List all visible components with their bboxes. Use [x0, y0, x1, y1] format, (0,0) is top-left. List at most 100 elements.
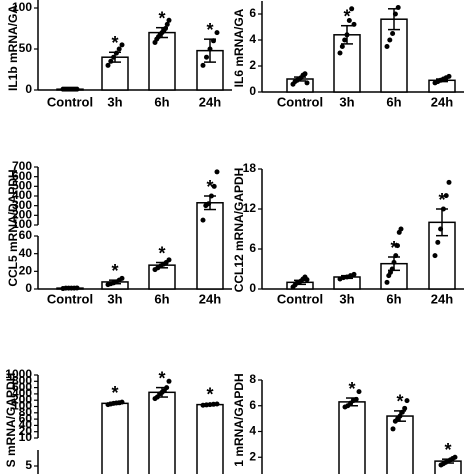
- x-tick-label: Control: [277, 291, 323, 306]
- data-point: [351, 21, 357, 27]
- y-tick-label: 100: [12, 217, 32, 231]
- significance-star: *: [206, 20, 213, 40]
- x-tick-label: 3h: [339, 291, 354, 306]
- x-tick-label: 6h: [154, 94, 169, 109]
- y-tick-label: 400: [12, 188, 32, 202]
- data-point: [214, 30, 220, 36]
- data-point: [164, 385, 170, 391]
- y-tick-label: 0: [249, 84, 256, 98]
- y-tick-label: 200: [12, 392, 32, 406]
- data-point: [74, 86, 80, 92]
- y-tick-label: 100: [12, 399, 32, 413]
- significance-star: *: [158, 368, 165, 388]
- y-tick-label: 4: [249, 32, 256, 46]
- data-point: [397, 413, 403, 419]
- y-axis-label: IL1b mRNA/GA: [6, 5, 20, 91]
- bar: [196, 403, 224, 474]
- y-tick-label: 6: [249, 6, 256, 20]
- data-point: [339, 44, 345, 49]
- x-tick-label: 3h: [107, 291, 122, 306]
- y-tick-label: 700: [12, 159, 32, 173]
- data-point: [390, 31, 396, 36]
- y-tick-label: 600: [12, 380, 32, 394]
- data-point: [166, 378, 172, 384]
- y-tick-label: 20: [19, 424, 33, 438]
- data-point: [384, 279, 390, 285]
- bar: [338, 401, 366, 474]
- data-point: [166, 17, 172, 23]
- x-tick-label: 24h: [431, 94, 453, 109]
- data-point: [344, 32, 350, 38]
- data-point: [384, 44, 390, 49]
- data-point: [211, 38, 216, 44]
- data-point: [390, 426, 396, 432]
- data-point: [206, 201, 212, 207]
- data-point: [398, 226, 404, 232]
- x-tick-label: Control: [277, 94, 323, 109]
- data-point: [393, 253, 399, 259]
- y-tick-label: 6: [249, 241, 256, 255]
- y-tick-label: 5: [25, 458, 32, 472]
- significance-star: *: [343, 6, 350, 26]
- y-tick-label: 200: [12, 208, 32, 222]
- data-point: [349, 6, 355, 12]
- y-tick-label: 400: [12, 386, 32, 400]
- y-tick-label: 40: [19, 418, 33, 432]
- data-point: [392, 11, 398, 17]
- y-tick-label: 12: [243, 201, 257, 215]
- data-point: [200, 217, 206, 223]
- bar: [101, 402, 129, 474]
- data-point: [105, 62, 111, 68]
- data-point: [395, 5, 401, 10]
- bar: [380, 18, 408, 93]
- data-point: [302, 71, 308, 77]
- data-point: [432, 253, 438, 259]
- x-tick-label: 6h: [386, 94, 401, 109]
- significance-star: *: [348, 379, 355, 399]
- data-point: [208, 193, 214, 199]
- y-tick-label: 18: [243, 161, 257, 175]
- significance-star: *: [396, 392, 403, 412]
- bar: [148, 391, 176, 474]
- y-tick-label: 0: [249, 281, 256, 295]
- significance-star: *: [111, 261, 118, 281]
- data-point: [351, 271, 357, 277]
- data-point: [356, 389, 362, 395]
- data-point: [214, 401, 220, 407]
- data-point: [440, 206, 446, 212]
- significance-star: *: [111, 33, 118, 53]
- y-axis-label: 1 mRNA/GAPDH: [232, 373, 246, 466]
- y-axis-label: CCL12 mRNA/GAPDH: [232, 168, 246, 293]
- data-point: [402, 405, 408, 411]
- data-point: [119, 399, 125, 405]
- y-tick-label: 500: [12, 179, 32, 193]
- significance-star: *: [206, 177, 213, 197]
- significance-star: *: [438, 190, 445, 210]
- data-point: [214, 169, 220, 175]
- data-point: [207, 46, 213, 52]
- data-point: [387, 37, 393, 43]
- data-point: [166, 257, 172, 263]
- data-point: [111, 54, 117, 60]
- bar: [196, 202, 224, 290]
- data-point: [435, 239, 441, 245]
- y-tick-label: 8: [249, 372, 256, 386]
- y-tick-label: 4: [249, 424, 256, 438]
- data-point: [389, 266, 395, 272]
- x-tick-label: 3h: [339, 94, 354, 109]
- data-point: [211, 183, 217, 189]
- data-point: [342, 37, 348, 43]
- data-point: [452, 454, 458, 460]
- y-tick-label: 300: [12, 198, 32, 212]
- significance-star: *: [158, 8, 165, 28]
- y-axis-label: CCL5 mRNA/DAPDH: [6, 169, 20, 286]
- significance-star: *: [390, 238, 397, 258]
- y-tick-label: 10: [19, 430, 33, 444]
- data-point: [353, 396, 359, 402]
- data-point: [204, 54, 209, 60]
- y-axis-label: IL6 mRNA/GA: [232, 8, 246, 87]
- y-tick-label: 2: [249, 58, 256, 72]
- x-tick-label: Control: [47, 94, 93, 109]
- y-tick-label: 2: [249, 449, 256, 463]
- y-tick-label: 600: [12, 169, 32, 183]
